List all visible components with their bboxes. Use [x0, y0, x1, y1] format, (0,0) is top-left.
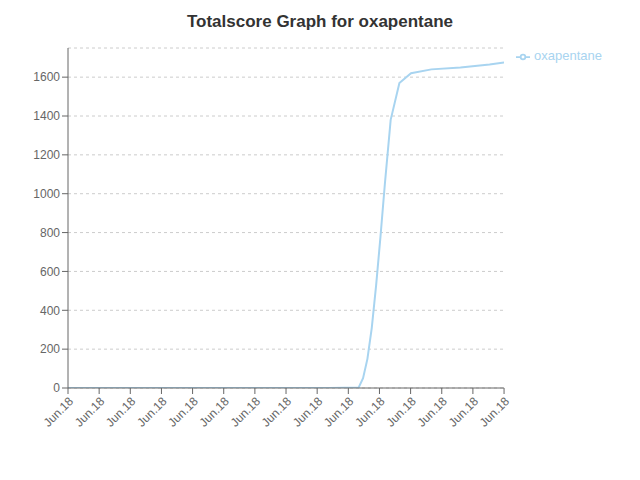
svg-text:1200: 1200 [33, 148, 60, 162]
svg-text:200: 200 [40, 342, 60, 356]
svg-text:Jun.18: Jun.18 [446, 394, 482, 430]
svg-text:Jun.18: Jun.18 [103, 394, 139, 430]
html-text:Totalscore Graph for oxapentan: Totalscore Graph for oxapentane [187, 12, 453, 31]
svg-text:0: 0 [53, 381, 60, 395]
svg-text:Jun.18: Jun.18 [415, 394, 451, 430]
svg-text:Jun.18: Jun.18 [321, 394, 357, 430]
svg-text:Jun.18: Jun.18 [383, 394, 419, 430]
svg-text:Jun.18: Jun.18 [134, 394, 170, 430]
svg-text:Jun.18: Jun.18 [196, 394, 232, 430]
svg-text:Jun.18: Jun.18 [477, 394, 513, 430]
svg-text:1000: 1000 [33, 187, 60, 201]
svg-text:Jun.18: Jun.18 [72, 394, 108, 430]
svg-text:1400: 1400 [33, 109, 60, 123]
svg-text:Jun.18: Jun.18 [165, 394, 201, 430]
svg-text:800: 800 [40, 226, 60, 240]
svg-text:Jun.18: Jun.18 [290, 394, 326, 430]
svg-text:Jun.18: Jun.18 [228, 394, 264, 430]
svg-text:400: 400 [40, 304, 60, 318]
svg-text:Jun.18: Jun.18 [259, 394, 295, 430]
svg-text:1600: 1600 [33, 70, 60, 84]
svg-text:600: 600 [40, 265, 60, 279]
html-text:oxapentane: oxapentane [534, 48, 602, 63]
svg-text:Jun.18: Jun.18 [352, 394, 388, 430]
svg-text:Jun.18: Jun.18 [41, 394, 77, 430]
